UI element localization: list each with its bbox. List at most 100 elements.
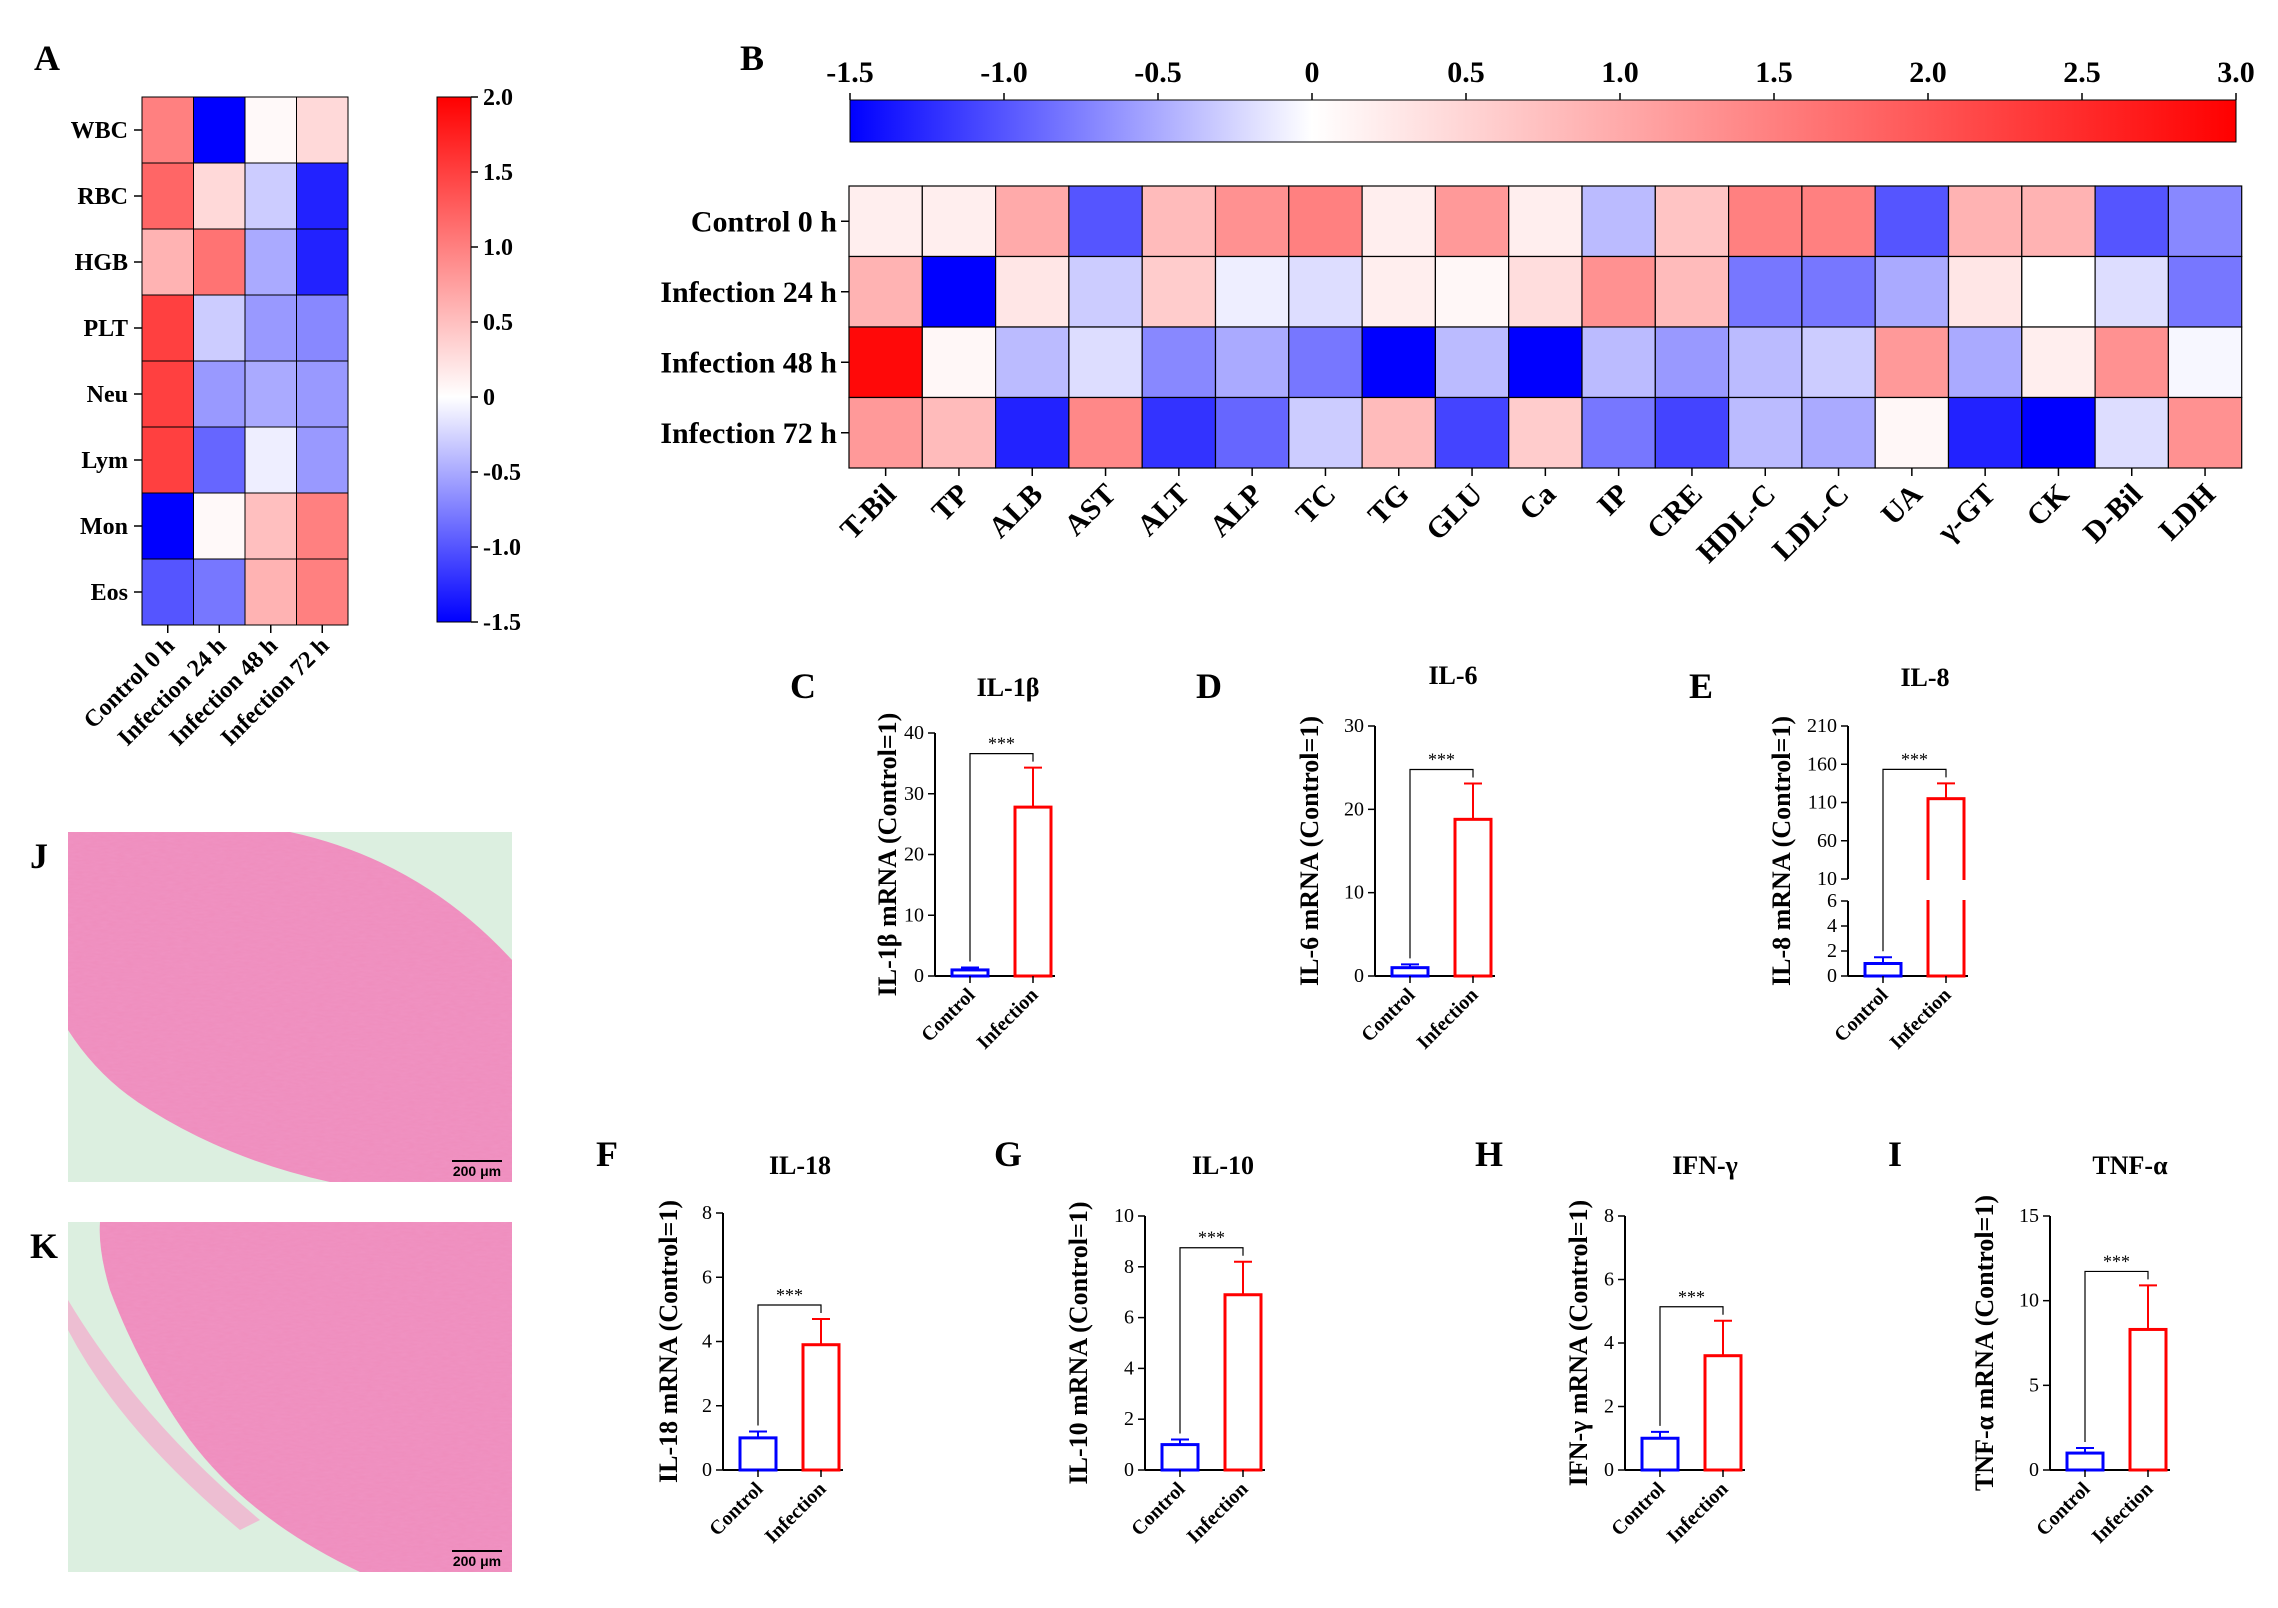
bar-chart-d-ytick-label: 20 <box>1344 798 1364 820</box>
heatmap-b-cell <box>1654 185 1730 258</box>
heatmap-b-colorbar-label: -0.5 <box>1134 56 1182 89</box>
heatmap-b-cell <box>1361 185 1436 258</box>
panel-label-k: K <box>30 1226 58 1266</box>
heatmap-a-cell <box>296 558 349 626</box>
heatmap-b-cell <box>1434 255 1510 328</box>
heatmap-b-cell <box>1214 185 1290 258</box>
heatmap-b-colorbar-label: 0 <box>1305 56 1320 89</box>
bar-chart-f: F IL-18 IL-18 mRNA (Control=1) 0 2 4 6 8 Control… <box>596 1134 843 1548</box>
heatmap-b-cell <box>1214 255 1290 328</box>
heatmap-b-col-label: TP <box>925 478 975 528</box>
bar-chart-g-ytick-label: 4 <box>1124 1357 1134 1379</box>
bar-chart-h: H IFN-γ IFN-γ mRNA (Control=1) 0 2 4 6 8 Control… <box>1475 1134 1745 1548</box>
bar-chart-c-ytick-label: 10 <box>904 904 924 926</box>
bar-chart-d-sig-label: *** <box>1428 750 1455 770</box>
heatmap-b-cell <box>1727 326 1803 399</box>
heatmap-a-colorbar-label: -0.5 <box>483 460 521 486</box>
heatmap-b-col-label: Ca <box>1513 478 1562 527</box>
bar-chart-i-ytick-label: 0 <box>2029 1459 2039 1481</box>
heatmap-b-cell <box>994 185 1070 258</box>
histology-k-scale-label: 200 μm <box>453 1553 501 1569</box>
heatmap-b-row-label: Infection 72 h <box>660 417 837 450</box>
heatmap-b-cell <box>1434 396 1510 469</box>
heatmap-a-cell <box>141 162 194 230</box>
heatmap-a-colorbar-label: 1.5 <box>483 160 513 186</box>
heatmap-b-cell <box>1947 326 2023 399</box>
bar-chart-h-ytick-label: 4 <box>1604 1332 1614 1354</box>
bar-chart-h-ytick-label: 2 <box>1604 1396 1614 1418</box>
heatmap-b-cell <box>1288 326 1363 399</box>
heatmap-b-cell <box>1947 185 2023 258</box>
bar-chart-e-ytick-label: 60 <box>1817 830 1837 852</box>
heatmap-a-colorbar-label: -1.5 <box>483 610 521 636</box>
bar-chart-g-category-label: Infection <box>1183 1478 1253 1548</box>
heatmap-a-row-label: Mon <box>80 514 128 540</box>
heatmap-b-cell <box>1434 185 1510 258</box>
heatmap-a-cell <box>141 228 194 296</box>
heatmap-b-cell <box>1654 255 1730 328</box>
heatmap-b-cell <box>1434 326 1510 399</box>
heatmap-a-row-label: HGB <box>75 250 128 276</box>
panel-label-i: I <box>1888 1134 1902 1174</box>
bar-chart-h-ytick-label: 6 <box>1604 1269 1614 1291</box>
heatmap-b-cell <box>1947 255 2023 328</box>
bar-chart-e-ylabel: IL-8 mRNA (Control=1) <box>1767 716 1796 986</box>
heatmap-b-cell <box>2021 255 2096 328</box>
bar-chart-c-ytick-label: 40 <box>904 722 924 744</box>
heatmap-a-cell <box>193 360 246 428</box>
heatmap-b-colorbar-label: 1.0 <box>1601 56 1639 89</box>
heatmap-a-cell <box>193 426 246 494</box>
heatmap-b-cell <box>1141 396 1217 469</box>
heatmap-b-col-label: γ-GT <box>1930 478 2002 550</box>
heatmap-b-cell <box>1727 185 1803 258</box>
histology-k-fiber-strand <box>68 1300 260 1530</box>
bar-chart-c: C IL-1β IL-1β mRNA (Control=1) 0 10 20 30 40 Con… <box>790 666 1055 1054</box>
heatmap-b-cell <box>1654 396 1730 469</box>
heatmap-a-cell <box>141 492 194 560</box>
heatmap-b-col-label: HDL-C <box>1691 478 1783 570</box>
heatmap-b-col-label: ALB <box>982 478 1049 545</box>
heatmap-b-cell <box>2094 185 2170 258</box>
bar-chart-d-ytick-label: 0 <box>1354 965 1364 987</box>
heatmap-b-cell <box>1361 255 1436 328</box>
bar-chart-d-title: IL-6 <box>1428 661 1477 690</box>
bar-chart-g-ytick-label: 10 <box>1114 1205 1134 1227</box>
heatmap-b-col-label: TG <box>1362 478 1416 532</box>
heatmap-a-cell <box>141 96 194 164</box>
heatmap-b-cell <box>994 255 1070 328</box>
bar-chart-i-title: TNF-α <box>2092 1151 2168 1180</box>
heatmap-b-cell <box>2094 396 2170 469</box>
bar-chart-d-ytick-label: 10 <box>1344 882 1364 904</box>
heatmap-b-col-label: T-Bil <box>834 478 903 547</box>
heatmap-a-cell <box>296 162 349 230</box>
heatmap-b-cell <box>921 326 997 399</box>
bar-chart-e-ytick-label: 0 <box>1827 965 1837 987</box>
heatmap-b-colorbar-label: -1.0 <box>980 56 1028 89</box>
panel-label-f: F <box>596 1134 618 1174</box>
bar-chart-i-ytick-label: 15 <box>2019 1205 2039 1227</box>
bar-chart-g-ytick-label: 0 <box>1124 1459 1134 1481</box>
heatmap-a-colorbar-label: -1.0 <box>483 535 521 561</box>
heatmap-a-cell <box>296 228 349 296</box>
bar-chart-f-bar-infection <box>801 1343 841 1472</box>
bar-chart-g-ylabel: IL-10 mRNA (Control=1) <box>1064 1202 1093 1485</box>
bar-chart-d: D IL-6 IL-6 mRNA (Control=1) 0 10 20 30 Control… <box>1196 661 1495 1054</box>
bar-chart-h-category-label: Infection <box>1663 1478 1733 1548</box>
bar-chart-d-category-label: Control <box>1357 984 1420 1047</box>
heatmap-b-cell <box>2167 255 2243 328</box>
panel-label-h: H <box>1475 1134 1503 1174</box>
bar-chart-i-ytick-label: 10 <box>2019 1290 2039 1312</box>
heatmap-b-cell <box>1068 255 1143 328</box>
bar-chart-d-ylabel: IL-6 mRNA (Control=1) <box>1295 716 1324 986</box>
heatmap-b: Control 0 h Infection 24 h Infection 48 h I… <box>660 56 2254 569</box>
heatmap-a-cell <box>244 426 297 494</box>
heatmap-b-cell <box>1361 396 1436 469</box>
heatmap-b-cell <box>1581 185 1656 258</box>
bar-chart-g-sig-bracket <box>1179 1247 1244 1434</box>
heatmap-b-cell <box>1801 255 1876 328</box>
panel-label-c: C <box>790 666 816 706</box>
heatmap-b-cell <box>2021 326 2096 399</box>
heatmap-b-cell <box>1874 326 1950 399</box>
bar-chart-c-bar-control <box>950 968 990 978</box>
